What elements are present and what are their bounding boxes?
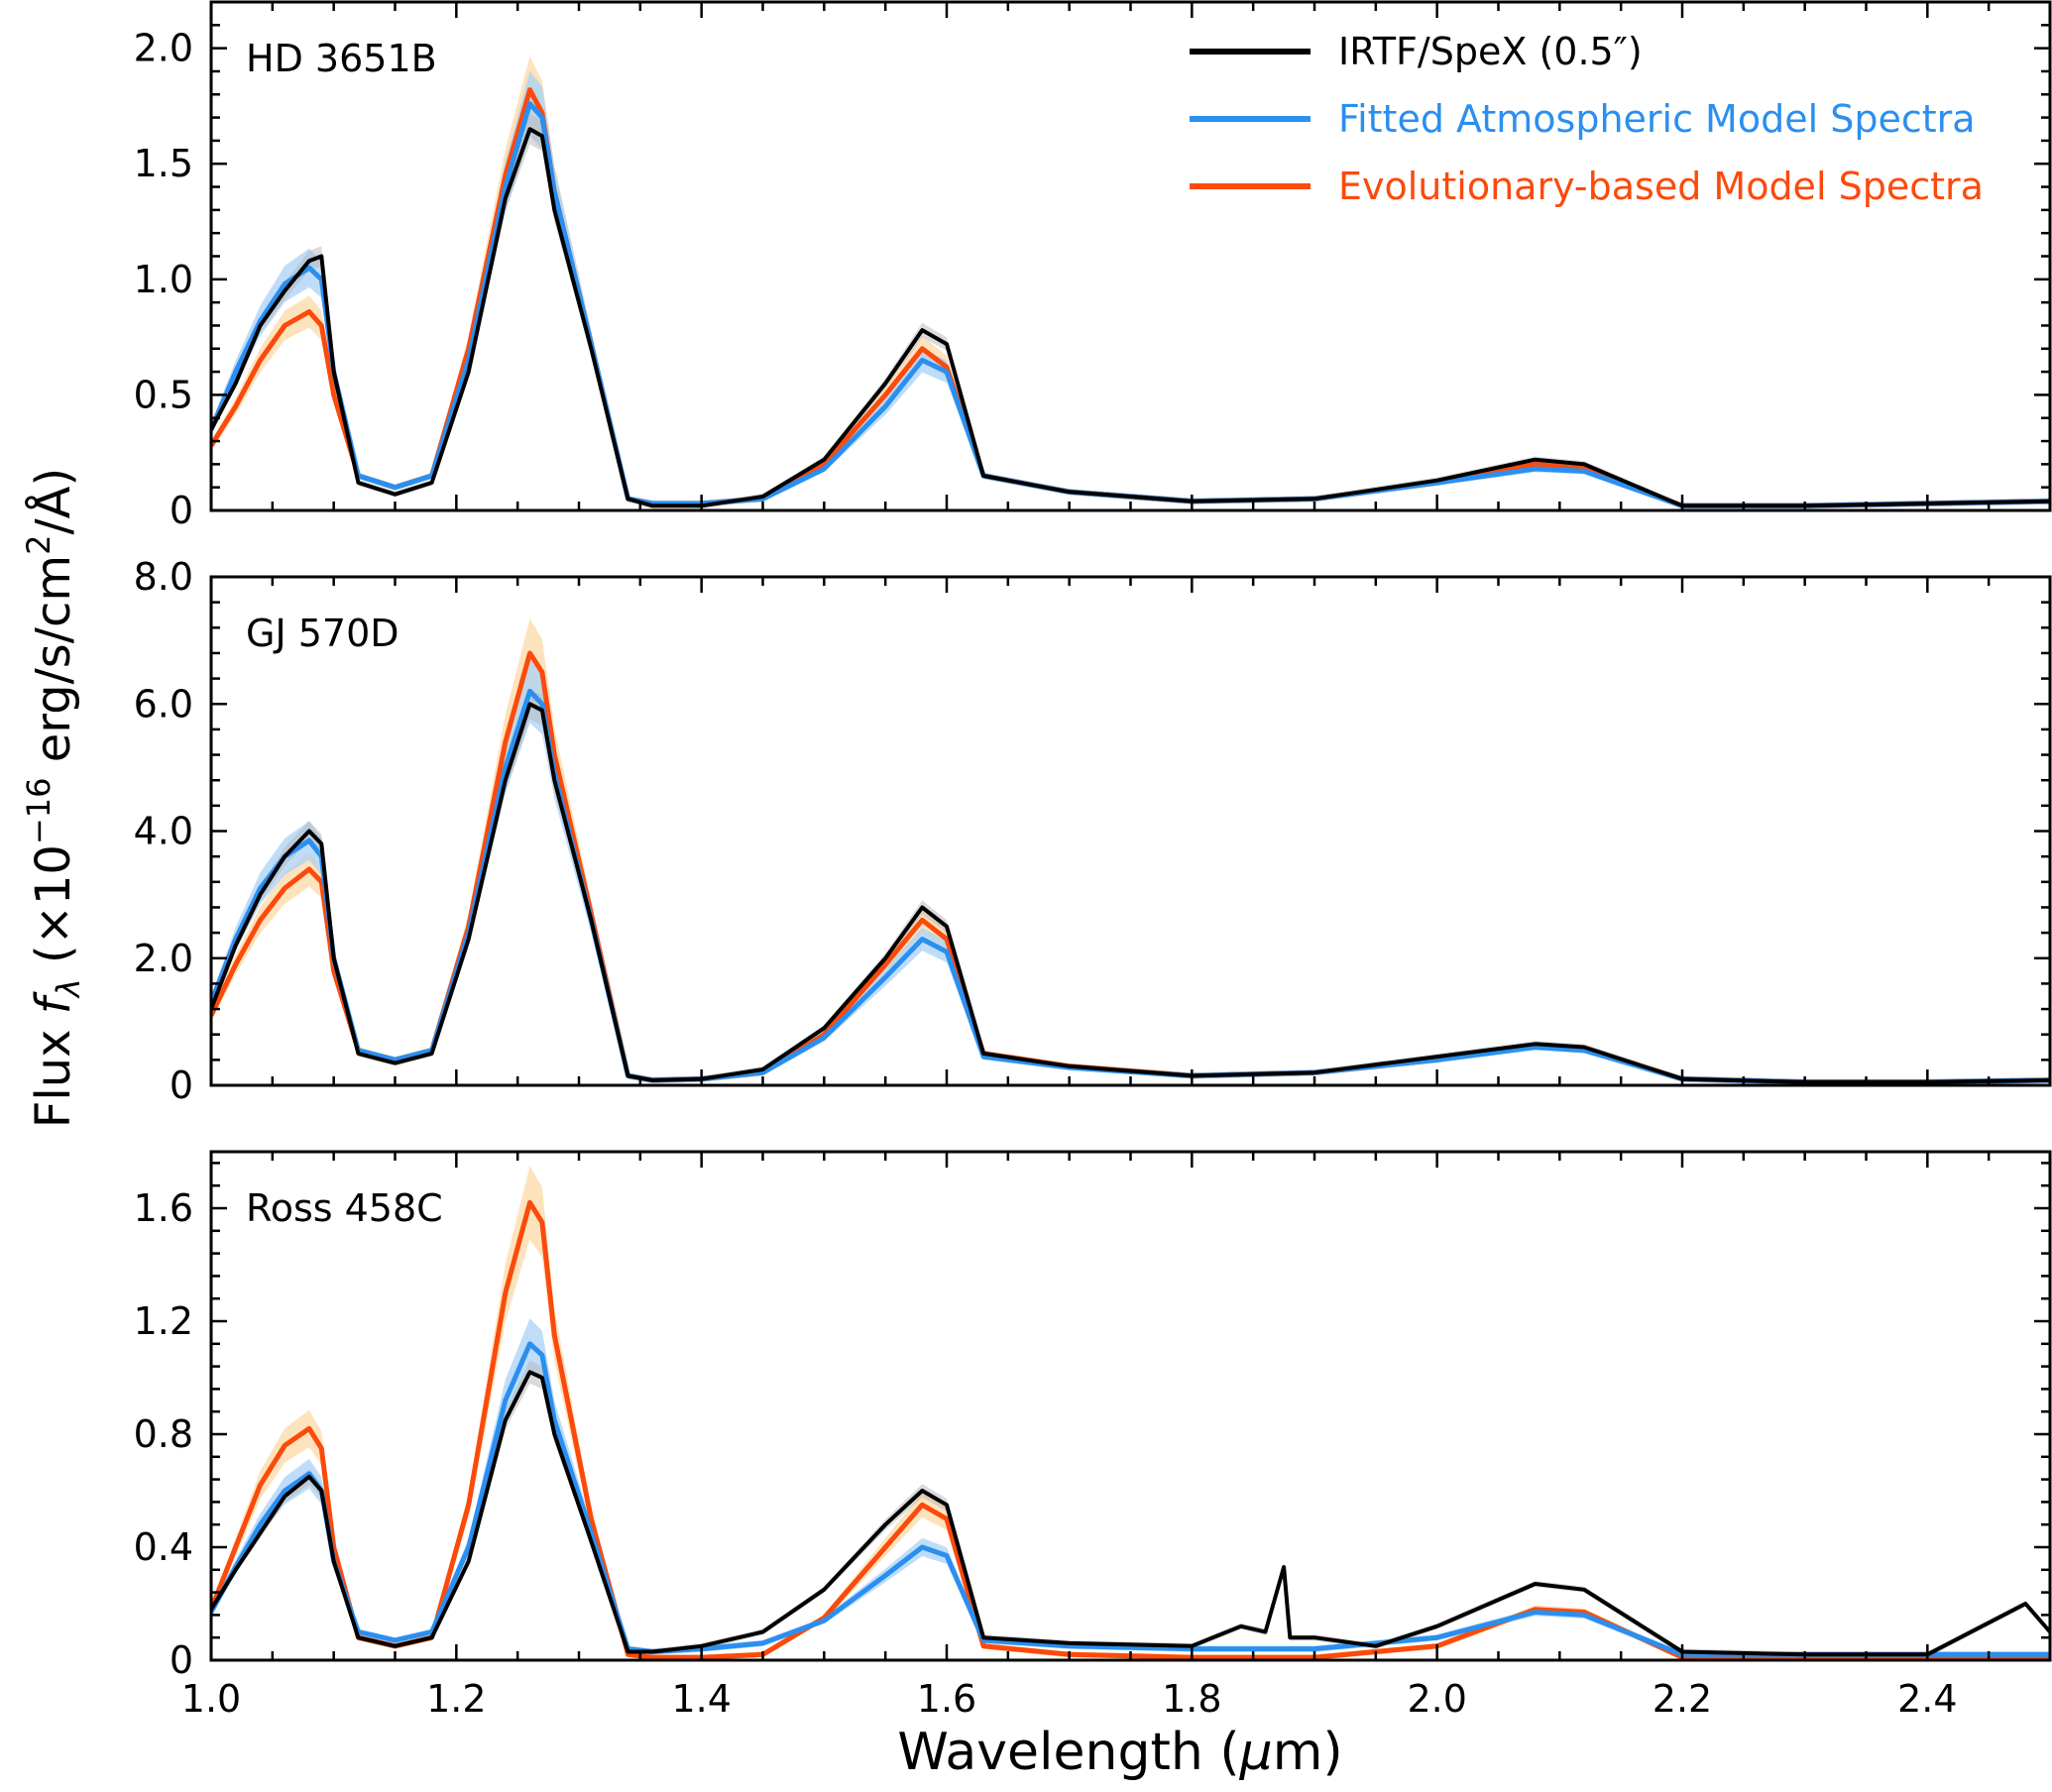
panel-3: 1.0 1.2 1.4 1.6 1.8 2.0 2.2 2.4 0 0.4 0.8 1.2 1.6 Ros… <box>134 1150 2052 1721</box>
panel-title: Ross 458C <box>246 1186 443 1230</box>
y-tick-label: 1.0 <box>134 258 193 301</box>
legend-label-evolutionary: Evolutionary-based Model Spectra <box>1338 165 1984 208</box>
panels: 0 0.5 1.0 1.5 2.0 HD 3651B 0 2.0 4.0 6.0 8.0 GJ 570… <box>134 0 2052 1721</box>
y-tick-label: 1.2 <box>134 1299 193 1343</box>
y-axis-label: Flux fλ (×10−16 erg/s/cm2/Å) <box>20 468 87 1128</box>
plot-area <box>211 1166 2050 1660</box>
x-tick-label: 1.6 <box>917 1677 976 1721</box>
y-tick-label: 0 <box>170 1638 193 1682</box>
evolutionary-spectrum-line <box>211 87 2050 508</box>
observed-spectrum-line <box>211 1370 2050 1657</box>
y-tick-label: 0.4 <box>134 1525 193 1569</box>
y-tick-label: 8.0 <box>134 555 193 599</box>
x-axis-label: Wavelength (μm) <box>897 1723 1342 1782</box>
plot-area <box>211 56 2050 509</box>
observed-spectrum-line <box>211 702 2050 1084</box>
y-tick-label: 0.8 <box>134 1412 193 1456</box>
x-tick-label: 1.8 <box>1162 1677 1221 1721</box>
y-tick-label: 0 <box>170 1064 193 1107</box>
atmospheric-uncertainty-band <box>211 659 2050 1085</box>
y-tick-label: 0.5 <box>134 373 193 416</box>
atmospheric-spectrum-line <box>211 688 2050 1085</box>
legend-label-atmospheric: Fitted Atmospheric Model Spectra <box>1338 97 1976 141</box>
legend: IRTF/SpeX (0.5″) Fitted Atmospheric Mode… <box>1190 30 1984 208</box>
legend-label-observed: IRTF/SpeX (0.5″) <box>1338 30 1643 73</box>
y-tick-label: 2.0 <box>134 27 193 70</box>
y-tick-label: 1.6 <box>134 1186 193 1230</box>
y-tick-label: 6.0 <box>134 682 193 726</box>
legend-item-atmospheric: Fitted Atmospheric Model Spectra <box>1190 97 1976 141</box>
legend-item-evolutionary: Evolutionary-based Model Spectra <box>1190 165 1984 208</box>
x-tick-label: 1.2 <box>426 1677 486 1721</box>
legend-item-observed: IRTF/SpeX (0.5″) <box>1190 30 1643 73</box>
evolutionary-spectrum-line <box>211 1199 2050 1660</box>
y-tick-label: 0 <box>170 489 193 532</box>
panel-2: 0 2.0 4.0 6.0 8.0 GJ 570D <box>134 555 2052 1107</box>
x-tick-label: 1.0 <box>181 1677 241 1721</box>
plot-area <box>211 618 2050 1085</box>
y-tick-label: 1.5 <box>134 142 193 185</box>
panel-title: GJ 570D <box>246 612 399 655</box>
y-tick-label: 4.0 <box>134 810 193 853</box>
panel-1: 0 0.5 1.0 1.5 2.0 HD 3651B <box>134 0 2052 532</box>
observed-spectrum-line <box>211 127 2050 508</box>
observed-uncertainty-band <box>211 688 2050 1085</box>
x-tick-label: 2.0 <box>1407 1677 1466 1721</box>
x-tick-label: 2.4 <box>1897 1677 1957 1721</box>
panel-title: HD 3651B <box>246 37 437 80</box>
x-tick-label: 1.4 <box>671 1677 731 1721</box>
x-tick-label: 2.2 <box>1653 1677 1712 1721</box>
y-tick-label: 2.0 <box>134 937 193 980</box>
